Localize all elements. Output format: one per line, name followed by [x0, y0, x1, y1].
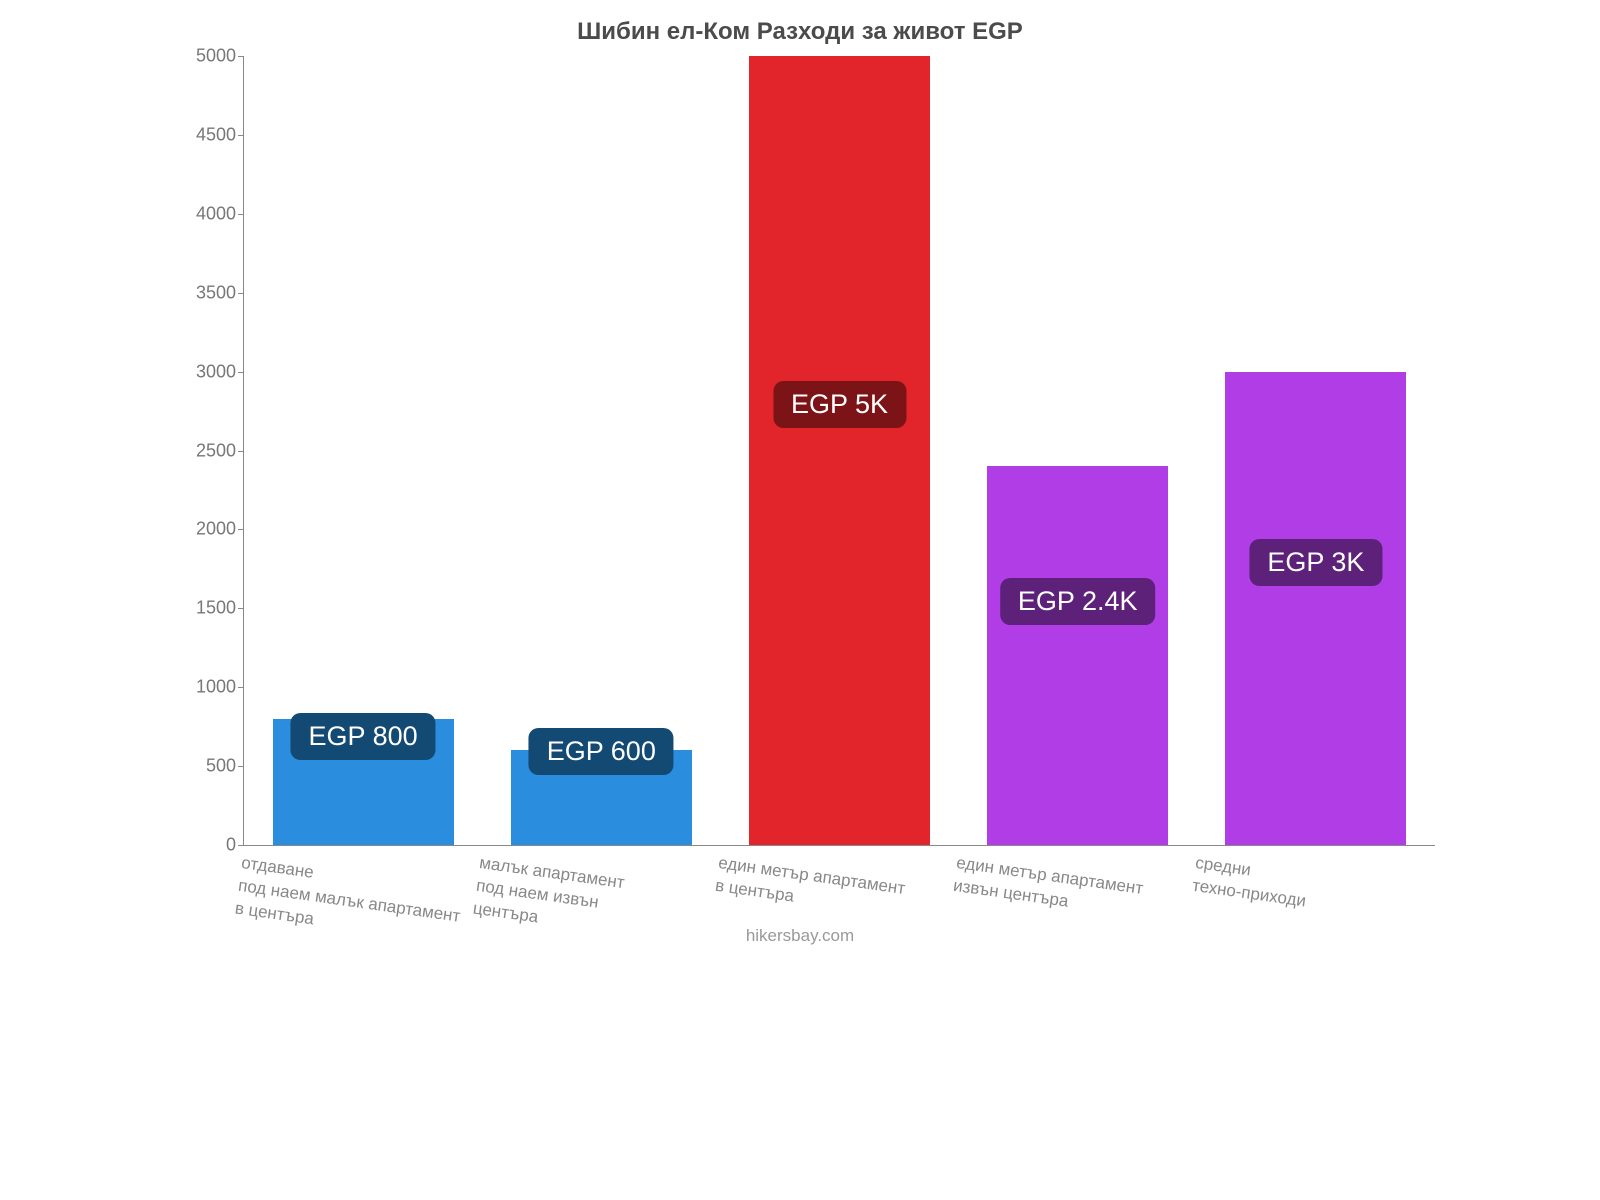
bar-2 — [749, 56, 930, 845]
y-tick-label: 4000 — [172, 203, 236, 224]
bar-4 — [1225, 372, 1406, 845]
xlabel-2: един метър апартамент в центъра — [713, 852, 906, 924]
y-tick-label: 1500 — [172, 598, 236, 619]
y-tick-label: 500 — [172, 756, 236, 777]
attribution-text: hikersbay.com — [165, 926, 1435, 946]
y-tick-label: 2000 — [172, 519, 236, 540]
xlabel-4: средни техно-приходи — [1190, 852, 1310, 913]
bars-row: EGP 800 EGP 600 EGP 5K EGP 2.4K EGP 3K — [244, 56, 1435, 845]
y-tick-label: 2500 — [172, 440, 236, 461]
chart-container: Шибин ел-Ком Разходи за живот EGP EGP 80… — [165, 0, 1435, 960]
bar-slot: EGP 3K — [1197, 56, 1435, 845]
chart-title: Шибин ел-Ком Разходи за живот EGP — [165, 18, 1435, 56]
xlabel-3: един метър апартамент извън центъра — [952, 852, 1145, 924]
bar-slot: EGP 600 — [482, 56, 720, 845]
bar-label-1: EGP 600 — [529, 728, 674, 775]
bar-3 — [987, 466, 1168, 845]
y-tick-label: 0 — [172, 835, 236, 856]
bar-slot: EGP 2.4K — [959, 56, 1197, 845]
bar-label-4: EGP 3K — [1249, 539, 1382, 586]
y-tick-label: 5000 — [172, 46, 236, 67]
bar-label-3: EGP 2.4K — [1000, 578, 1156, 625]
bar-label-0: EGP 800 — [291, 713, 436, 760]
bar-slot: EGP 5K — [720, 56, 958, 845]
bar-slot: EGP 800 — [244, 56, 482, 845]
y-tick-label: 3000 — [172, 361, 236, 382]
y-tick-label: 3500 — [172, 282, 236, 303]
plot-area: EGP 800 EGP 600 EGP 5K EGP 2.4K EGP 3K 0… — [243, 56, 1435, 846]
y-tick-label: 4500 — [172, 124, 236, 145]
y-tick-label: 1000 — [172, 677, 236, 698]
bar-label-2: EGP 5K — [773, 381, 906, 428]
